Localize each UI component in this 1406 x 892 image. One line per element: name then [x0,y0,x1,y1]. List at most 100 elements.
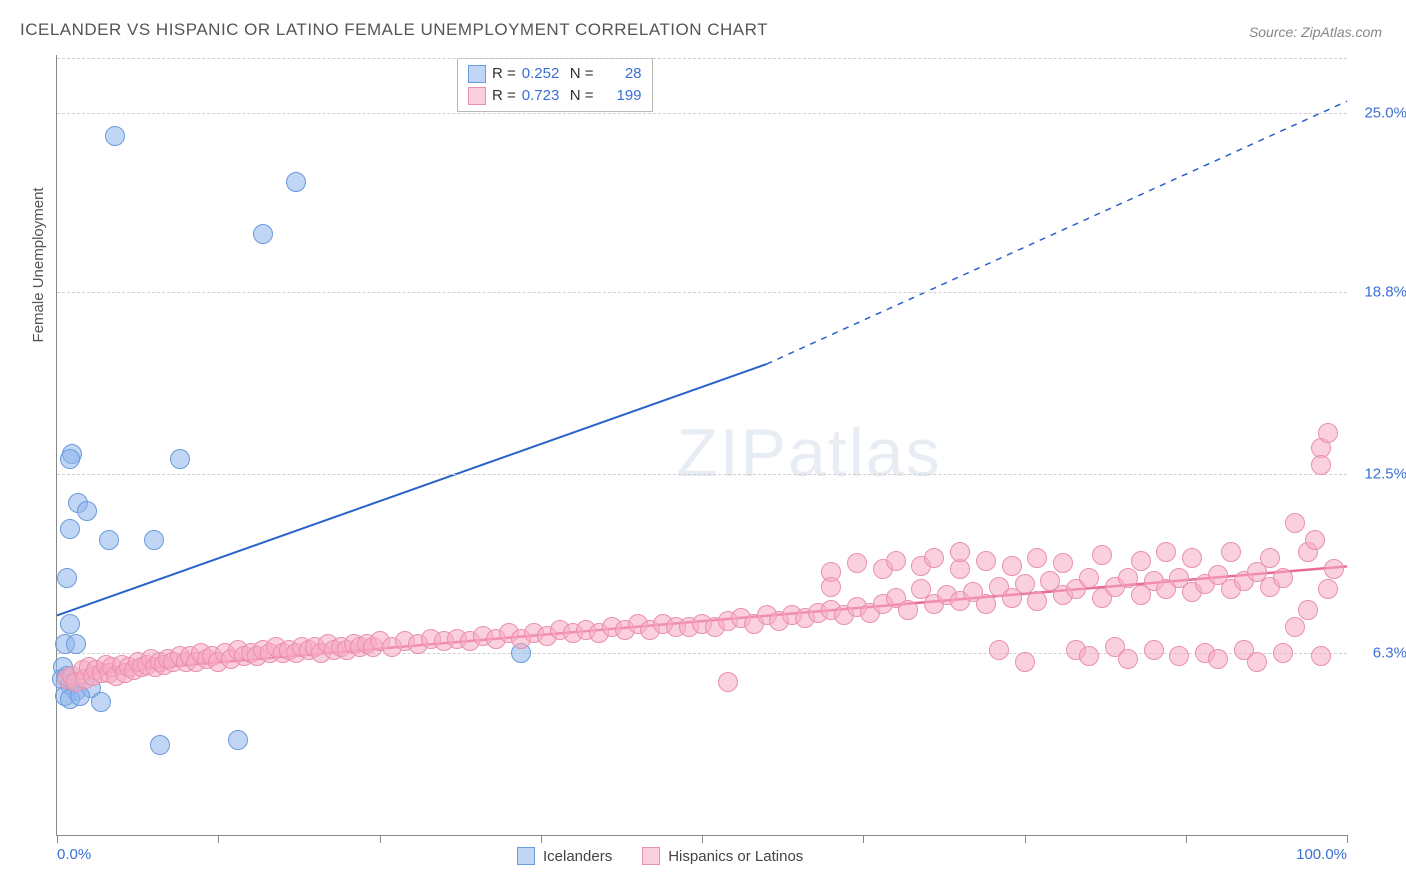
r-value-s1: 0.252 [522,63,564,85]
data-point [1311,646,1331,666]
data-point [57,568,77,588]
plot-area: ZIPatlas R = 0.252 N = 28 R = 0.723 N = … [56,55,1347,836]
watermark-prefix: ZIP [676,415,788,491]
data-point [60,519,80,539]
swatch-icon [642,847,660,865]
data-point [1027,591,1047,611]
n-value-s1: 28 [600,63,642,85]
n-label: N = [570,85,594,107]
x-tick [1186,835,1187,843]
data-point [1273,643,1293,663]
data-point [1221,542,1241,562]
legend-item-series2: Hispanics or Latinos [642,847,803,865]
data-point [1273,568,1293,588]
data-point [1324,559,1344,579]
data-point [1118,649,1138,669]
data-point [1318,579,1338,599]
trend-lines [57,55,1347,835]
data-point [989,640,1009,660]
y-tick-label: 18.8% [1353,283,1406,300]
data-point [1298,600,1318,620]
data-point [976,551,996,571]
data-point [1182,548,1202,568]
x-tick [863,835,864,843]
data-point [1305,530,1325,550]
data-point [1247,652,1267,672]
gridline [57,113,1347,114]
swatch-icon [468,87,486,105]
stats-row-series2: R = 0.723 N = 199 [468,85,642,107]
x-tick [1025,835,1026,843]
data-point [1311,455,1331,475]
gridline [57,58,1347,59]
data-point [1079,568,1099,588]
r-value-s2: 0.723 [522,85,564,107]
data-point [1092,545,1112,565]
watermark: ZIPatlas [676,414,941,492]
watermark-suffix: atlas [788,415,942,491]
source-attribution: Source: ZipAtlas.com [1249,24,1382,40]
y-tick-label: 6.3% [1353,645,1406,662]
data-point [60,449,80,469]
stats-row-series1: R = 0.252 N = 28 [468,63,642,85]
r-label: R = [492,63,516,85]
data-point [150,735,170,755]
data-point [144,530,164,550]
data-point [1156,542,1176,562]
y-tick-label: 12.5% [1353,465,1406,482]
data-point [1208,649,1228,669]
data-point [91,692,111,712]
data-point [821,577,841,597]
x-tick-label: 100.0% [1296,846,1347,863]
data-point [1015,652,1035,672]
data-point [105,126,125,146]
data-point [847,553,867,573]
data-point [950,542,970,562]
n-label: N = [570,63,594,85]
data-point [1144,640,1164,660]
y-axis-title: Female Unemployment [30,187,47,342]
data-point [1027,548,1047,568]
bottom-legend: Icelanders Hispanics or Latinos [517,847,803,865]
legend-label-s1: Icelanders [543,848,612,865]
data-point [1260,548,1280,568]
data-point [77,501,97,521]
data-point [886,551,906,571]
data-point [950,559,970,579]
x-tick [380,835,381,843]
data-point [1169,646,1189,666]
data-point [228,730,248,750]
n-value-s2: 199 [600,85,642,107]
data-point [1285,513,1305,533]
legend-label-s2: Hispanics or Latinos [668,848,803,865]
swatch-icon [468,65,486,83]
swatch-icon [517,847,535,865]
data-point [1118,568,1138,588]
data-point [99,530,119,550]
data-point [1318,423,1338,443]
x-tick [541,835,542,843]
chart-title: ICELANDER VS HISPANIC OR LATINO FEMALE U… [20,20,768,40]
data-point [253,224,273,244]
r-label: R = [492,85,516,107]
stats-legend-box: R = 0.252 N = 28 R = 0.723 N = 199 [457,58,653,112]
data-point [1131,551,1151,571]
data-point [924,548,944,568]
data-point [1002,556,1022,576]
x-tick-label: 0.0% [57,846,91,863]
data-point [1015,574,1035,594]
data-point [60,614,80,634]
data-point [170,449,190,469]
chart-container: ICELANDER VS HISPANIC OR LATINO FEMALE U… [0,0,1406,892]
x-tick [218,835,219,843]
x-tick [702,835,703,843]
data-point [1285,617,1305,637]
data-point [976,594,996,614]
x-tick [1347,835,1348,843]
gridline [57,292,1347,293]
data-point [1079,646,1099,666]
gridline [57,474,1347,475]
data-point [66,634,86,654]
data-point [286,172,306,192]
x-tick [57,835,58,843]
